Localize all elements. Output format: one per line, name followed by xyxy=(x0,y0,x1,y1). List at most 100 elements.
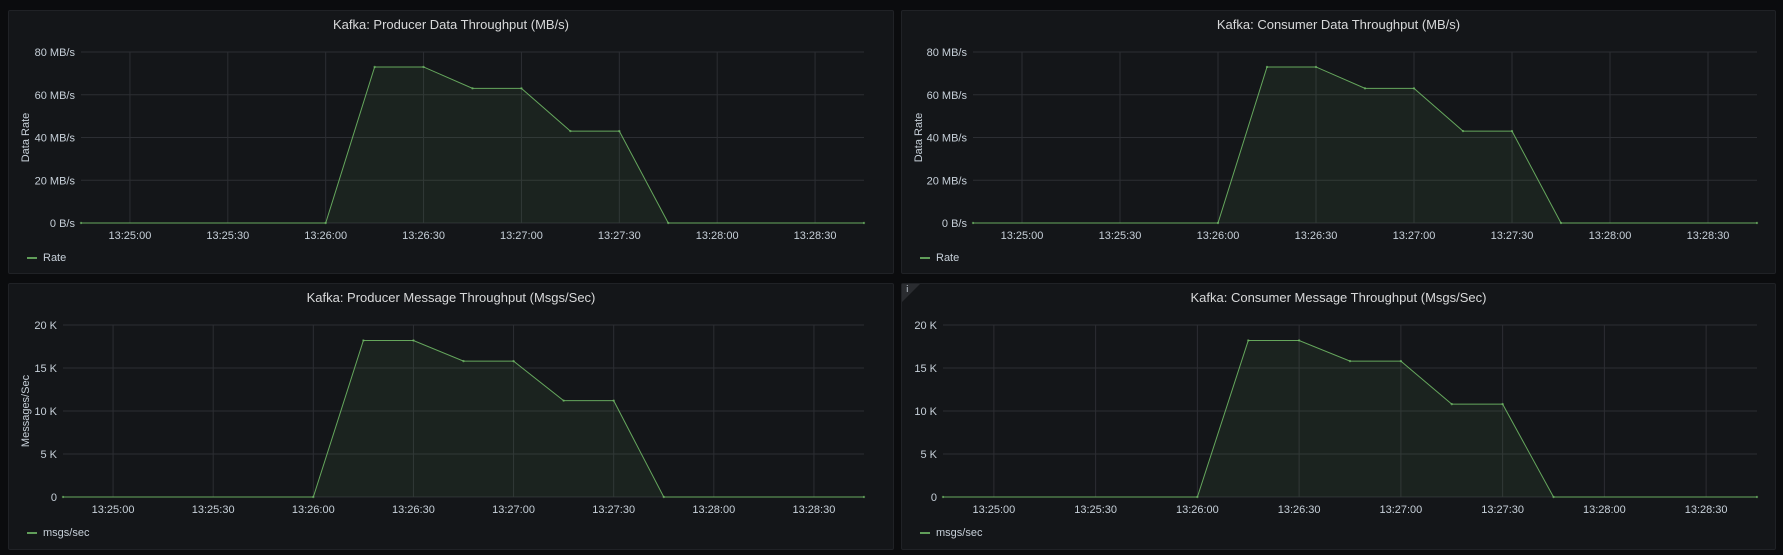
x-tick-label: 13:28:30 xyxy=(794,230,837,242)
legend-label: msgs/sec xyxy=(43,527,90,539)
y-tick-label: 40 MB/s xyxy=(35,133,76,145)
data-point[interactable] xyxy=(422,65,425,69)
data-point[interactable] xyxy=(1216,221,1220,225)
data-point[interactable] xyxy=(520,87,523,90)
data-point[interactable] xyxy=(1552,495,1555,499)
series-area xyxy=(943,340,1757,497)
y-tick-label: 0 B/s xyxy=(50,218,76,230)
data-point[interactable] xyxy=(1265,65,1269,69)
info-icon[interactable]: i xyxy=(906,285,909,295)
x-tick-label: 13:26:30 xyxy=(1295,230,1338,242)
legend[interactable]: Rate xyxy=(920,252,959,264)
data-point[interactable] xyxy=(1755,221,1759,225)
data-point[interactable] xyxy=(1314,65,1318,69)
x-tick-label: 13:28:00 xyxy=(692,504,735,516)
data-point[interactable] xyxy=(1363,87,1367,90)
y-axis-label: Data Rate xyxy=(913,113,925,163)
x-tick-label: 13:25:00 xyxy=(109,230,152,242)
x-tick-label: 13:26:00 xyxy=(292,504,335,516)
data-point[interactable] xyxy=(1196,495,1199,499)
data-point[interactable] xyxy=(312,495,315,499)
y-tick-label: 10 K xyxy=(34,406,57,418)
data-point[interactable] xyxy=(362,339,365,342)
panel-consumer-message-throughput[interactable]: i Kafka: Consumer Message Throughput (Ms… xyxy=(901,283,1776,550)
panel-title[interactable]: Kafka: Producer Data Throughput (MB/s) xyxy=(332,17,570,32)
x-tick-label: 13:28:30 xyxy=(1685,504,1728,516)
y-axis-label: Data Rate xyxy=(20,113,32,163)
legend[interactable]: msgs/sec xyxy=(920,527,982,539)
legend-swatch xyxy=(27,257,37,259)
legend-swatch xyxy=(920,532,930,534)
data-point[interactable] xyxy=(1450,402,1453,406)
data-point[interactable] xyxy=(1510,129,1514,133)
y-tick-label: 20 MB/s xyxy=(35,175,76,187)
data-point[interactable] xyxy=(512,359,515,363)
data-point[interactable] xyxy=(412,339,415,342)
data-point[interactable] xyxy=(569,129,572,133)
series-line xyxy=(81,66,864,224)
x-tick-label: 13:28:00 xyxy=(1589,230,1632,242)
y-tick-label: 0 xyxy=(931,492,937,504)
data-point[interactable] xyxy=(562,399,565,402)
x-tick-label: 13:26:00 xyxy=(1176,504,1219,516)
data-point[interactable] xyxy=(61,495,65,499)
y-tick-label: 5 K xyxy=(920,449,937,461)
legend-swatch xyxy=(920,257,930,259)
x-tick-label: 13:28:00 xyxy=(696,230,739,242)
series-area xyxy=(63,340,864,497)
data-point[interactable] xyxy=(941,495,945,499)
data-point[interactable] xyxy=(1247,339,1250,342)
y-tick-label: 20 MB/s xyxy=(927,175,968,187)
y-tick-label: 60 MB/s xyxy=(927,90,968,102)
data-point[interactable] xyxy=(612,399,615,402)
data-point[interactable] xyxy=(1412,87,1416,90)
x-tick-label: 13:25:30 xyxy=(192,504,235,516)
x-tick-label: 13:25:00 xyxy=(972,504,1015,516)
data-point[interactable] xyxy=(1559,221,1563,225)
data-point[interactable] xyxy=(462,359,465,363)
x-tick-label: 13:25:30 xyxy=(1074,504,1117,516)
x-tick-label: 13:28:30 xyxy=(793,504,836,516)
x-tick-label: 13:27:30 xyxy=(1481,504,1524,516)
data-point[interactable] xyxy=(1348,359,1352,363)
data-point[interactable] xyxy=(1461,129,1465,133)
data-point[interactable] xyxy=(1755,495,1759,499)
panel-title[interactable]: Kafka: Consumer Message Throughput (Msgs… xyxy=(1190,290,1487,305)
legend[interactable]: msgs/sec xyxy=(27,527,89,539)
series-line xyxy=(973,66,1757,224)
data-point[interactable] xyxy=(618,129,621,133)
x-tick-label: 13:25:30 xyxy=(1099,230,1142,242)
panel-producer-data-throughput[interactable]: Kafka: Producer Data Throughput (MB/s) 0… xyxy=(8,10,894,274)
data-point[interactable] xyxy=(79,221,83,225)
y-tick-label: 10 K xyxy=(914,406,937,418)
panel-consumer-data-throughput[interactable]: Kafka: Consumer Data Throughput (MB/s) 0… xyxy=(901,10,1776,274)
data-point[interactable] xyxy=(667,221,670,225)
panel-title[interactable]: Kafka: Producer Message Throughput (Msgs… xyxy=(306,290,596,305)
info-corner[interactable] xyxy=(902,284,920,302)
y-axis-label: Messages/Sec xyxy=(20,374,32,447)
data-point[interactable] xyxy=(971,221,975,225)
data-point[interactable] xyxy=(662,495,665,499)
y-tick-label: 40 MB/s xyxy=(927,133,968,145)
data-point[interactable] xyxy=(1399,359,1403,363)
data-point[interactable] xyxy=(373,65,376,69)
legend[interactable]: Rate xyxy=(27,252,66,264)
data-point[interactable] xyxy=(862,221,866,225)
x-tick-label: 13:26:30 xyxy=(1278,504,1321,516)
y-tick-label: 15 K xyxy=(34,363,57,375)
data-point[interactable] xyxy=(1501,402,1504,406)
x-tick-label: 13:27:00 xyxy=(492,504,535,516)
legend-label: msgs/sec xyxy=(936,527,983,539)
x-tick-label: 13:26:30 xyxy=(392,504,435,516)
x-tick-label: 13:27:00 xyxy=(1379,504,1422,516)
data-point[interactable] xyxy=(1297,339,1301,342)
series-area xyxy=(973,66,1757,224)
data-point[interactable] xyxy=(862,495,866,499)
y-tick-label: 20 K xyxy=(34,320,57,332)
data-point[interactable] xyxy=(324,221,327,225)
y-tick-label: 80 MB/s xyxy=(35,47,76,59)
panel-producer-message-throughput[interactable]: Kafka: Producer Message Throughput (Msgs… xyxy=(8,283,894,550)
x-tick-label: 13:26:00 xyxy=(1197,230,1240,242)
panel-title[interactable]: Kafka: Consumer Data Throughput (MB/s) xyxy=(1216,17,1461,32)
data-point[interactable] xyxy=(471,87,474,90)
